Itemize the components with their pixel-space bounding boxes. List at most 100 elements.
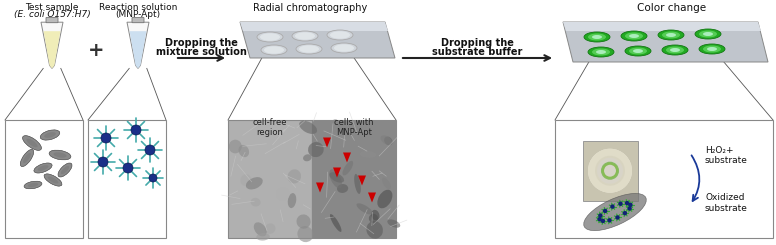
Ellipse shape [703,32,713,36]
Ellipse shape [666,33,676,37]
Ellipse shape [58,163,72,177]
Ellipse shape [26,139,37,147]
Ellipse shape [330,31,350,39]
Polygon shape [316,183,324,193]
Ellipse shape [592,49,610,56]
Ellipse shape [695,29,721,39]
Text: Dropping the: Dropping the [441,38,514,48]
Ellipse shape [260,33,280,41]
Ellipse shape [584,194,646,231]
Ellipse shape [625,46,651,56]
Ellipse shape [299,45,319,53]
Ellipse shape [699,44,725,54]
Ellipse shape [28,183,38,187]
Ellipse shape [40,130,60,140]
Ellipse shape [356,203,372,215]
Circle shape [615,215,620,220]
Ellipse shape [666,47,684,53]
Text: Dropping the: Dropping the [165,38,238,48]
Ellipse shape [366,221,383,239]
Ellipse shape [300,121,317,134]
FancyBboxPatch shape [555,120,773,238]
Ellipse shape [23,153,31,163]
Ellipse shape [24,181,42,189]
Ellipse shape [592,35,602,39]
Polygon shape [240,22,388,31]
Text: mixture solution: mixture solution [156,47,247,57]
Ellipse shape [670,48,680,52]
Text: Radial chromatography: Radial chromatography [253,3,367,13]
Ellipse shape [369,214,378,223]
FancyBboxPatch shape [583,141,638,201]
Text: Test sample: Test sample [26,3,78,12]
Circle shape [98,157,108,167]
Text: Color change: Color change [637,3,707,13]
Ellipse shape [264,46,284,54]
Ellipse shape [331,43,357,53]
Circle shape [588,149,632,193]
Ellipse shape [246,177,263,189]
Ellipse shape [26,139,37,147]
Ellipse shape [629,34,639,38]
Circle shape [629,203,632,207]
Ellipse shape [295,32,315,40]
Polygon shape [130,31,147,68]
Ellipse shape [44,132,56,138]
Text: substrate buffer: substrate buffer [432,47,523,57]
Ellipse shape [49,150,71,160]
Ellipse shape [707,47,717,51]
Ellipse shape [703,46,721,52]
Ellipse shape [288,193,296,208]
Circle shape [622,211,627,215]
Ellipse shape [625,33,643,39]
Ellipse shape [354,174,361,194]
Ellipse shape [276,187,289,201]
Ellipse shape [254,222,267,236]
Ellipse shape [44,132,56,138]
Ellipse shape [23,136,41,150]
Circle shape [149,174,157,182]
Circle shape [131,125,141,135]
Ellipse shape [327,30,353,40]
FancyBboxPatch shape [228,120,312,238]
Ellipse shape [329,169,342,188]
Ellipse shape [382,178,391,189]
Polygon shape [127,22,149,68]
Ellipse shape [47,176,58,184]
Text: (E. coli O157:H7): (E. coli O157:H7) [14,10,90,19]
Ellipse shape [261,45,287,55]
Circle shape [608,218,611,222]
Ellipse shape [241,174,251,186]
FancyBboxPatch shape [46,17,58,23]
Ellipse shape [360,151,376,158]
Ellipse shape [342,161,353,175]
Polygon shape [563,22,768,62]
Polygon shape [343,152,351,162]
Ellipse shape [303,154,312,161]
Ellipse shape [37,165,48,171]
Circle shape [598,213,603,218]
Circle shape [595,156,625,186]
Ellipse shape [334,44,354,52]
Circle shape [597,158,623,184]
Ellipse shape [297,226,314,242]
Ellipse shape [20,149,33,167]
Ellipse shape [328,119,338,130]
Ellipse shape [28,183,38,187]
Ellipse shape [377,190,393,208]
Circle shape [101,133,111,143]
Ellipse shape [23,136,41,150]
Ellipse shape [296,214,310,229]
Ellipse shape [584,32,610,42]
Ellipse shape [251,198,261,207]
Ellipse shape [662,45,688,55]
Ellipse shape [20,149,33,167]
Ellipse shape [44,174,62,186]
Ellipse shape [596,50,606,54]
Ellipse shape [54,152,67,158]
Ellipse shape [308,142,324,157]
Ellipse shape [384,136,393,145]
Circle shape [598,217,602,221]
Polygon shape [368,193,376,203]
Ellipse shape [47,176,58,184]
